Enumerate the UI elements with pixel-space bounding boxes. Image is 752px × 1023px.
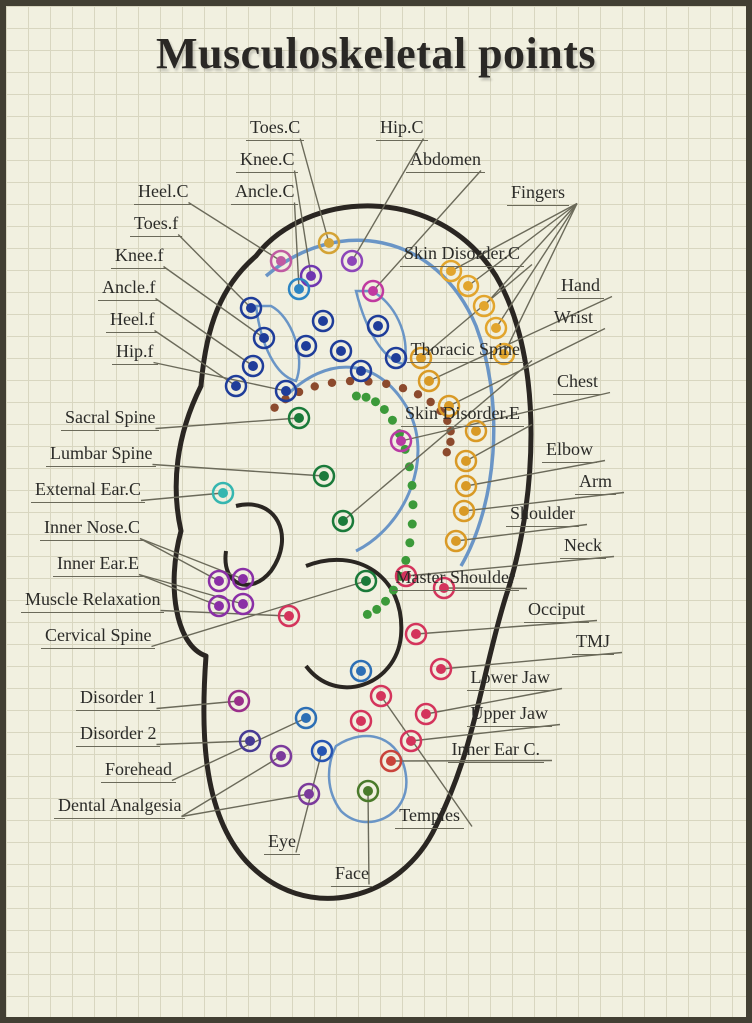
label-face: Face [331,862,373,887]
label-external-ear-c: External Ear.C [31,478,145,503]
label-hip-c: Hip.C [376,116,428,141]
label-thoracic-spine: Thoracic Spine [407,338,524,363]
label-skin-disorder-e: Skin Disorder.E [401,402,524,427]
label-heel-f: Heel.f [106,308,158,333]
label-disorder-1: Disorder 1 [76,686,160,711]
label-toes-c: Toes.C [246,116,304,141]
label-tmj: TMJ [572,630,614,655]
label-occiput: Occiput [524,598,589,623]
label-inner-ear-e: Inner Ear.E [53,552,143,577]
label-temples: Temples [395,804,464,829]
label-heel-c: Heel.C [134,180,192,205]
label-fingers: Fingers [507,181,569,206]
label-wrist: Wrist [550,306,597,331]
diagram-svg [6,6,752,1023]
label-arm: Arm [575,470,616,495]
label-knee-f: Knee.f [111,244,167,269]
label-upper-jaw: Upper Jaw [467,702,552,727]
label-forehead: Forehead [101,758,176,783]
label-master-shoulder: Master Shoulder [392,566,519,591]
label-elbow: Elbow [542,438,597,463]
label-neck: Neck [560,534,606,559]
label-chest: Chest [553,370,602,395]
label-ancle-f: Ancle.f [98,276,159,301]
label-cervical-spine: Cervical Spine [41,624,155,649]
label-lumbar-spine: Lumbar Spine [46,442,156,467]
label-hip-f: Hip.f [112,340,158,365]
label-muscle-relaxation: Muscle Relaxation [21,588,164,613]
label-toes-f: Toes.f [130,212,182,237]
label-inner-ear-c-: Inner Ear C. [448,738,544,763]
label-hand: Hand [557,274,604,299]
label-abdomen: Abdomen [406,148,485,173]
label-knee-c: Knee.C [236,148,298,173]
label-disorder-2: Disorder 2 [76,722,160,747]
label-skin-disorder-c: Skin Disorder.C [400,242,524,267]
label-inner-nose-c: Inner Nose.C [40,516,144,541]
label-shoulder: Shoulder [506,502,579,527]
label-ancle-c: Ancle.C [231,180,298,205]
label-lower-jaw: Lower Jaw [467,666,554,691]
label-sacral-spine: Sacral Spine [61,406,159,431]
label-eye: Eye [264,830,300,855]
label-dental-analgesia: Dental Analgesia [54,794,185,819]
